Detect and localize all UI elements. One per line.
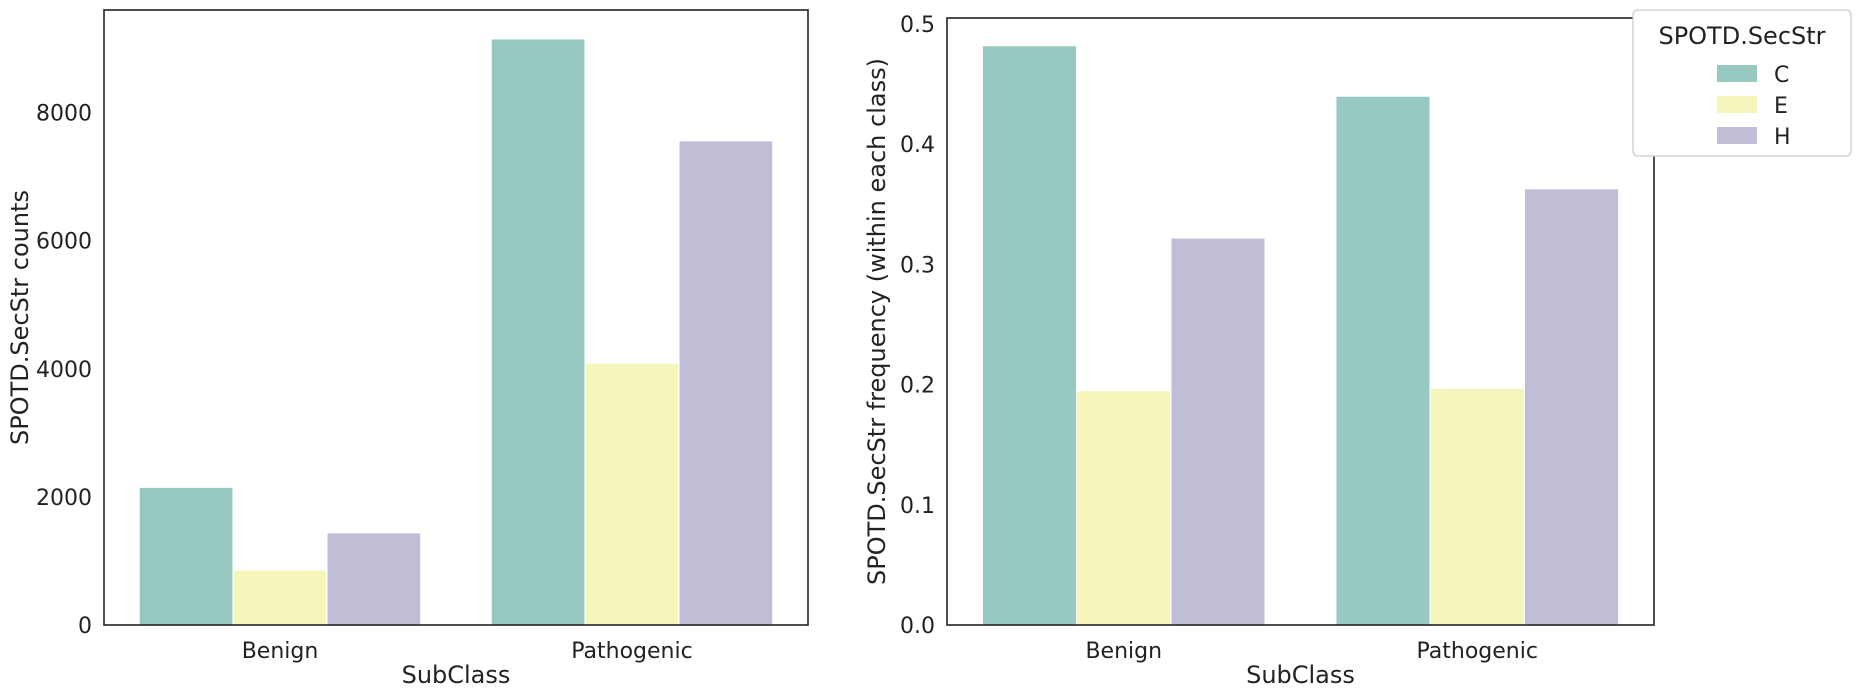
counts-ytick-label: 8000 [36,102,92,127]
freq-bar-benign-c [982,46,1076,625]
freq-ytick-label: 0.1 [900,494,935,519]
freq-bar-pathogenic-h [1524,189,1618,625]
counts-xlabel: SubClass [402,661,511,689]
counts-ytick-label: 2000 [36,486,92,511]
legend-title: SPOTD.SecStr [1658,22,1825,50]
freq-ytick-label: 0.3 [900,253,935,278]
freq-bar-pathogenic-c [1336,96,1430,625]
legend-label-h: H [1774,125,1791,150]
freq-ytick-label: 0.5 [900,13,935,38]
counts-ytick-label: 6000 [36,230,92,255]
freq-ylabel: SPOTD.SecStr frequency (within each clas… [863,58,891,585]
counts-bar-benign-h [327,533,421,625]
freq-xtick-label: Pathogenic [1417,639,1538,664]
legend-swatch-c [1717,65,1757,82]
counts-ylabel: SPOTD.SecStr counts [6,190,34,445]
counts-bar-pathogenic-e [585,363,679,625]
freq-ytick-label: 0.4 [900,133,935,158]
legend-label-e: E [1774,94,1788,119]
counts-ytick-label: 0 [78,614,92,639]
freq-ytick-label: 0.0 [900,614,935,639]
counts-xtick-label: Benign [242,639,319,664]
legend: SPOTD.SecStr CEH [1633,10,1851,156]
freq-bar-pathogenic-e [1430,388,1524,625]
freq-ytick-label: 0.2 [900,374,935,399]
counts-bar-benign-e [233,570,327,625]
counts-bar-benign-c [139,487,233,625]
counts-chart: 0 2000 4000 6000 8000 Benign Pathogenic SubClas… [6,10,808,689]
freq-xtick-label: Benign [1085,639,1162,664]
counts-bar-pathogenic-h [679,141,773,625]
freq-bar-benign-e [1077,391,1171,625]
legend-label-c: C [1774,63,1789,88]
freq-xlabel: SubClass [1246,661,1355,689]
counts-bar-pathogenic-c [491,39,585,625]
counts-ytick-label: 4000 [36,358,92,383]
freq-bar-benign-h [1171,238,1265,625]
legend-swatch-h [1717,127,1757,144]
legend-swatch-e [1717,96,1757,113]
frequency-chart: 0.0 0.1 0.2 0.3 0.4 0.5 Benign Pathogenic SubCla… [863,13,1654,689]
counts-xtick-label: Pathogenic [571,639,692,664]
